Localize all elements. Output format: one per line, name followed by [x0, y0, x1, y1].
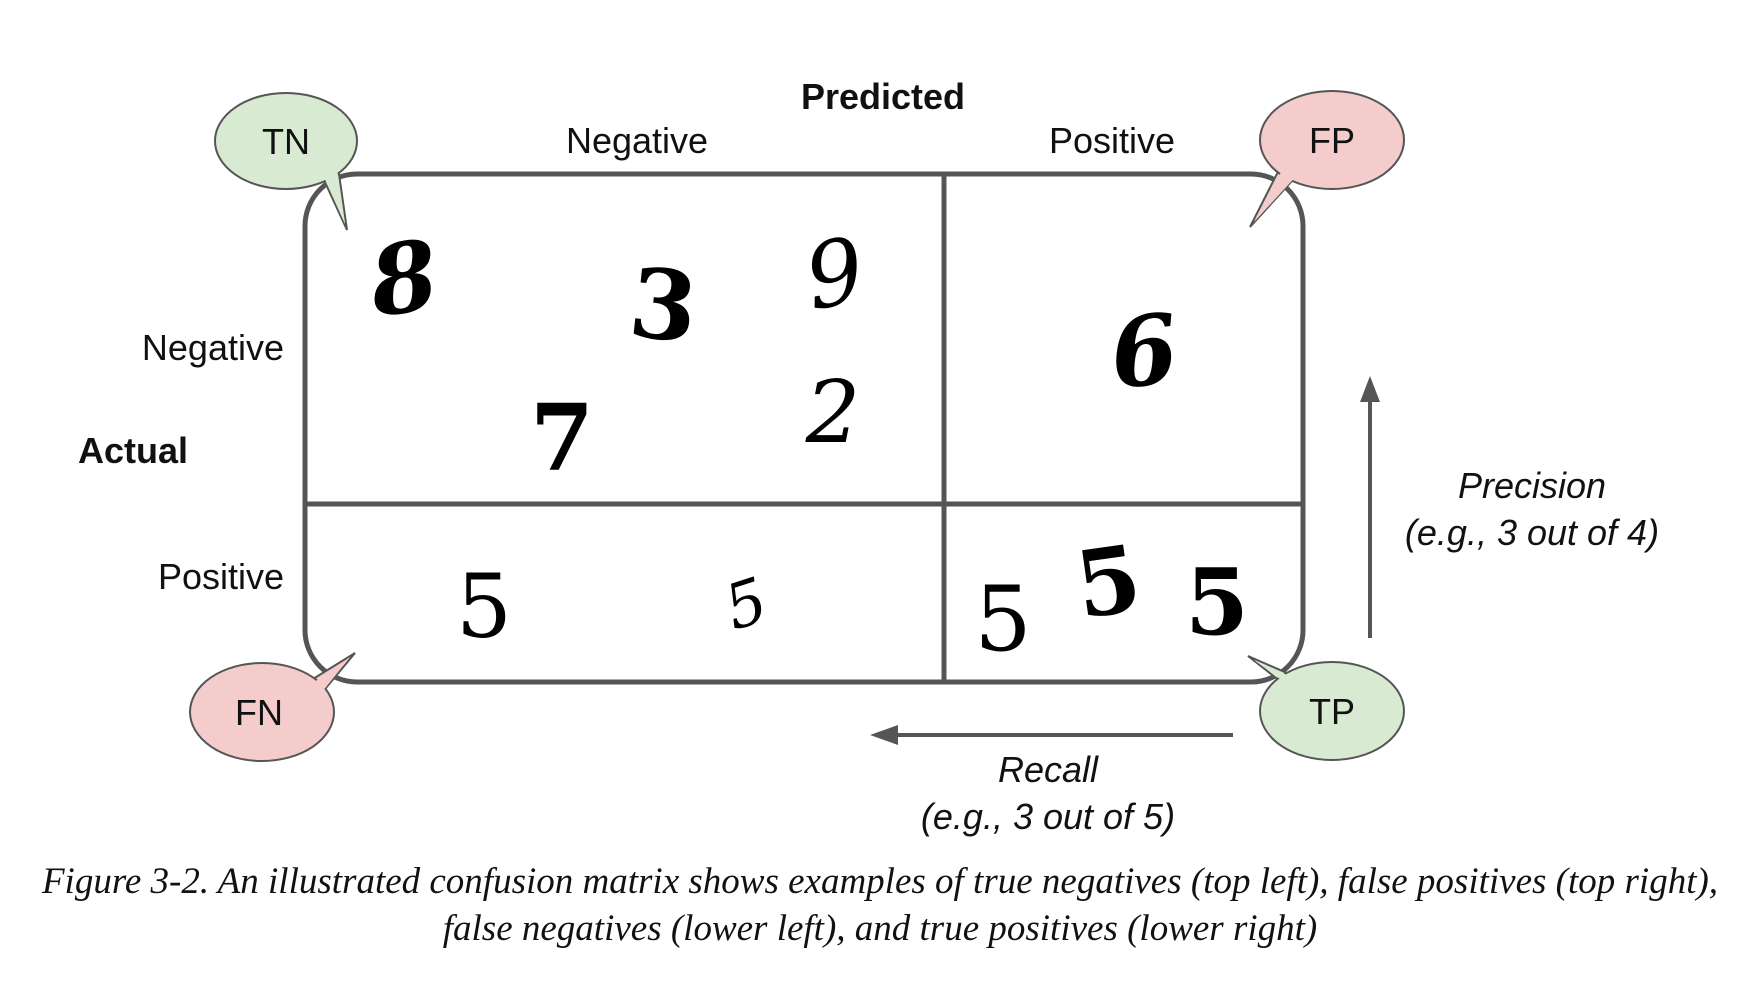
tn-label: TN [262, 121, 310, 162]
fp-label: FP [1309, 120, 1355, 161]
false-negatives-cell: 5 5 [456, 555, 776, 658]
actual-positive-label: Positive [158, 556, 284, 597]
figure-caption: Figure 3-2. An illustrated confusion mat… [41, 861, 1719, 949]
tn-speech-bubble: TN [214, 92, 358, 231]
recall-label: Recall [998, 749, 1099, 790]
precision-label: Precision [1458, 465, 1606, 506]
precision-example: (e.g., 3 out of 4) [1405, 512, 1659, 553]
digit-5: 5 [1185, 548, 1249, 656]
digit-6: 6 [1105, 292, 1183, 411]
digit-8: 8 [362, 218, 445, 339]
digit-5: 5 [456, 555, 512, 658]
false-positives-cell: 6 [1105, 292, 1183, 411]
tp-speech-bubble: TP [1247, 655, 1405, 761]
fn-label: FN [235, 692, 283, 733]
matrix-frame [302, 171, 1306, 685]
predicted-axis-title: Predicted [801, 76, 965, 117]
digit-3: 3 [624, 246, 702, 365]
digit-7: 7 [530, 384, 594, 492]
fp-speech-bubble: FP [1249, 90, 1405, 228]
recall-arrow [870, 725, 1233, 745]
actual-negative-label: Negative [142, 327, 284, 368]
precision-arrow [1360, 376, 1380, 638]
predicted-positive-label: Positive [1049, 120, 1175, 161]
digit-5: 5 [1069, 524, 1147, 640]
digit-2: 2 [805, 363, 861, 463]
fn-speech-bubble: FN [189, 652, 356, 762]
predicted-negative-label: Negative [566, 120, 708, 161]
digit-5: 5 [974, 567, 1031, 672]
actual-axis-title: Actual [78, 430, 188, 471]
true-negatives-cell: 8 3 9 7 2 [362, 218, 872, 492]
true-positives-cell: 5 5 5 [974, 524, 1249, 672]
recall-example: (e.g., 3 out of 5) [921, 796, 1175, 837]
tp-label: TP [1309, 691, 1355, 732]
